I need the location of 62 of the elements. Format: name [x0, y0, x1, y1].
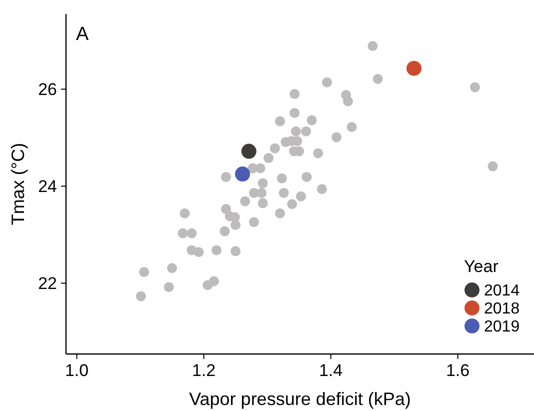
point: [178, 228, 188, 238]
point: [301, 126, 312, 136]
point: [258, 198, 268, 208]
point: [186, 228, 197, 238]
point: [240, 196, 250, 206]
point: [470, 82, 480, 92]
point: [368, 41, 378, 52]
point: [313, 148, 324, 158]
point: [322, 77, 332, 88]
point: [221, 204, 232, 214]
point: [332, 132, 342, 142]
point: [248, 217, 259, 228]
point: [342, 96, 353, 106]
point: [302, 172, 312, 182]
point: [167, 263, 178, 274]
x-axis-title: Vapor pressure deficit (kPa): [189, 389, 411, 409]
point: [235, 166, 250, 182]
point: [276, 173, 287, 184]
point: [316, 184, 327, 194]
point: [488, 161, 498, 172]
point: [296, 191, 306, 202]
point: [258, 178, 268, 188]
point: [194, 247, 204, 258]
point: [306, 115, 317, 126]
point: [256, 188, 267, 198]
point: [220, 226, 230, 236]
point: [278, 188, 289, 198]
y-tick-label: 26: [38, 80, 57, 100]
legend-title: Year: [464, 257, 499, 276]
x-tick-label: 1.6: [446, 361, 470, 380]
legend-label: 2019: [484, 318, 520, 336]
legend-label: 2014: [484, 282, 520, 300]
point: [255, 163, 266, 174]
point: [211, 245, 222, 256]
point: [139, 267, 150, 278]
point: [136, 291, 146, 302]
point: [221, 172, 232, 182]
point: [241, 144, 256, 159]
point: [406, 60, 422, 76]
legend-label: 2018: [484, 300, 520, 318]
point: [270, 143, 280, 154]
x-tick-label: 1.0: [64, 361, 89, 380]
point: [290, 89, 300, 100]
point: [202, 280, 213, 290]
point: [274, 208, 285, 218]
y-axis-title: Tmax (°C): [8, 142, 28, 226]
point: [287, 199, 298, 210]
point: [230, 246, 241, 256]
point: [290, 126, 301, 136]
point: [274, 116, 285, 126]
y-tick-label: 22: [38, 274, 57, 294]
point: [180, 208, 190, 218]
point: [264, 153, 274, 164]
point: [164, 282, 174, 292]
x-tick-label: 1.2: [192, 361, 216, 380]
point: [290, 108, 300, 118]
text: A: [76, 24, 89, 45]
y-tick-label: 24: [38, 177, 57, 196]
point: [346, 122, 357, 132]
point: [372, 74, 383, 84]
point: [230, 220, 241, 230]
x-tick-label: 1.4: [318, 361, 343, 380]
